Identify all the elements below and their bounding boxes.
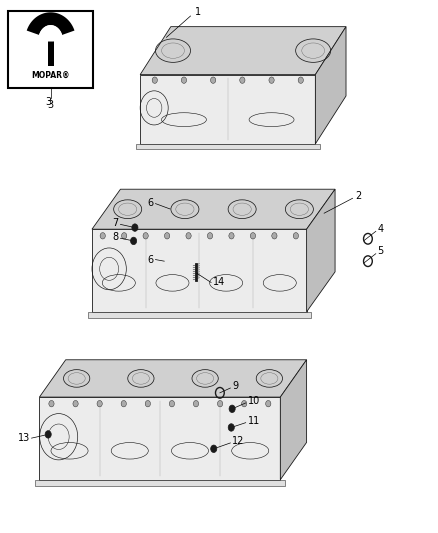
Circle shape [143, 232, 148, 239]
Polygon shape [136, 144, 320, 149]
Circle shape [265, 400, 271, 407]
Text: 7: 7 [112, 219, 118, 228]
Circle shape [228, 424, 234, 431]
Text: 14: 14 [213, 278, 225, 287]
Text: 3: 3 [48, 100, 53, 110]
Polygon shape [307, 189, 335, 312]
Circle shape [132, 224, 138, 231]
Polygon shape [35, 480, 285, 486]
Polygon shape [92, 189, 335, 229]
Circle shape [211, 445, 217, 453]
Polygon shape [88, 312, 311, 318]
Text: 10: 10 [247, 397, 260, 406]
Circle shape [229, 232, 234, 239]
Circle shape [211, 77, 216, 83]
Polygon shape [315, 27, 346, 144]
Text: 12: 12 [232, 437, 244, 446]
Circle shape [207, 232, 212, 239]
Text: 11: 11 [247, 416, 260, 426]
Circle shape [49, 400, 54, 407]
Circle shape [298, 77, 304, 83]
Circle shape [100, 232, 105, 239]
Text: 9: 9 [232, 382, 238, 391]
Circle shape [293, 232, 298, 239]
Circle shape [170, 400, 174, 407]
Circle shape [186, 232, 191, 239]
Text: 3: 3 [45, 98, 51, 107]
Circle shape [152, 77, 157, 83]
Text: 6: 6 [147, 198, 153, 207]
Circle shape [229, 405, 235, 413]
Circle shape [145, 400, 151, 407]
Polygon shape [92, 229, 307, 312]
Circle shape [45, 431, 51, 438]
Circle shape [131, 237, 137, 245]
Circle shape [272, 232, 277, 239]
Circle shape [121, 400, 127, 407]
Circle shape [181, 77, 187, 83]
Text: 5: 5 [378, 246, 384, 256]
Text: 8: 8 [112, 232, 118, 242]
Circle shape [97, 400, 102, 407]
Circle shape [240, 77, 245, 83]
Polygon shape [140, 27, 346, 75]
Polygon shape [39, 25, 62, 42]
Text: 6: 6 [147, 255, 153, 264]
Text: 4: 4 [378, 224, 384, 233]
Text: 13: 13 [18, 433, 30, 443]
Polygon shape [27, 12, 74, 35]
Circle shape [73, 400, 78, 407]
Circle shape [269, 77, 274, 83]
Circle shape [121, 232, 127, 239]
Circle shape [164, 232, 170, 239]
Polygon shape [39, 360, 307, 397]
Circle shape [194, 400, 198, 407]
Polygon shape [39, 397, 280, 480]
Text: 1: 1 [195, 7, 201, 17]
Circle shape [242, 400, 247, 407]
Text: 2: 2 [355, 191, 361, 200]
Polygon shape [280, 360, 307, 480]
Bar [8, 11, 93, 88]
Circle shape [217, 400, 223, 407]
Circle shape [251, 232, 255, 239]
Text: MOPAR®: MOPAR® [32, 71, 70, 80]
Bar [47, 33, 53, 66]
Polygon shape [140, 75, 315, 144]
